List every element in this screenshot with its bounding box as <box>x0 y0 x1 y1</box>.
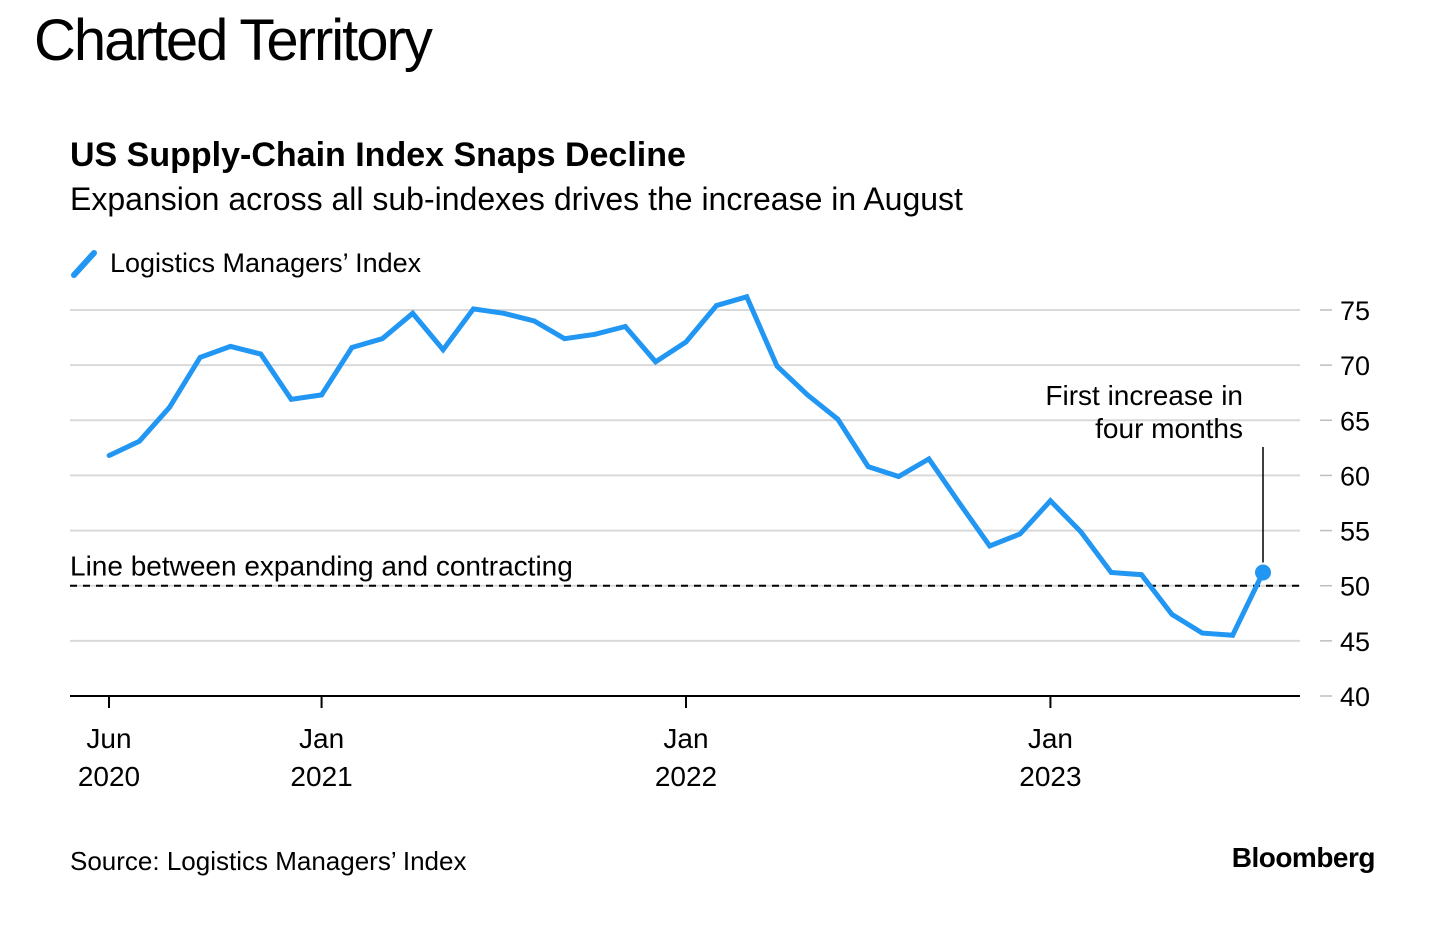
y-tick-label: 65 <box>1340 406 1370 436</box>
annotation-text: four months <box>1095 413 1243 444</box>
data-point <box>471 306 476 312</box>
data-point <box>1108 570 1114 575</box>
x-tick-label-year: 2020 <box>78 761 140 792</box>
data-point <box>1199 630 1205 636</box>
data-point <box>197 355 203 360</box>
latest-data-point <box>1255 564 1271 581</box>
chart-title: US Supply-Chain Index Snaps Decline <box>70 136 686 174</box>
data-point <box>683 339 689 345</box>
x-tick-label-year: 2021 <box>290 761 352 792</box>
annotation-text: First increase in <box>1045 380 1243 411</box>
bloomberg-logo: Bloomberg <box>1231 842 1376 873</box>
data-point <box>349 345 355 350</box>
data-point <box>137 438 142 444</box>
y-tick-label: 75 <box>1340 296 1370 326</box>
data-point <box>896 474 901 479</box>
y-tick-label: 40 <box>1340 682 1370 712</box>
data-point <box>744 294 750 300</box>
x-tick-label-month: Jun <box>86 723 131 754</box>
y-tick-label: 70 <box>1340 351 1370 381</box>
data-point <box>1078 529 1084 535</box>
series-line-0 <box>107 293 1266 638</box>
data-point <box>1169 612 1175 617</box>
data-point <box>805 392 810 398</box>
data-point <box>562 336 567 342</box>
data-point <box>592 331 598 337</box>
data-point <box>167 404 173 410</box>
data-point <box>714 303 719 308</box>
data-point <box>865 464 871 469</box>
data-point <box>501 310 507 316</box>
page-header-title: Charted Territory <box>34 8 433 73</box>
y-tick-label: 50 <box>1340 572 1370 602</box>
legend-swatch-icon <box>71 249 97 278</box>
legend-label: Logistics Managers’ Index <box>110 248 422 278</box>
data-point <box>956 500 962 506</box>
data-point <box>926 456 932 462</box>
data-point <box>1139 572 1144 578</box>
data-point <box>288 396 294 402</box>
x-tick-label-month: Jan <box>1028 723 1073 754</box>
y-tick-label: 45 <box>1340 627 1370 657</box>
data-point <box>835 416 841 422</box>
data-point <box>1017 531 1023 537</box>
x-tick-label-year: 2022 <box>655 761 717 792</box>
data-point <box>379 336 385 342</box>
chart-subtitle: Expansion across all sub-indexes drives … <box>70 181 963 217</box>
y-tick-label: 55 <box>1340 517 1370 547</box>
source-note: Source: Logistics Managers’ Index <box>70 846 467 876</box>
data-point <box>987 543 993 549</box>
data-point <box>319 392 324 398</box>
data-point <box>440 347 446 353</box>
data-point <box>774 363 780 369</box>
x-tick-label-month: Jan <box>299 723 344 754</box>
data-point <box>106 453 112 458</box>
data-point <box>531 318 537 324</box>
x-tick-label-month: Jan <box>663 723 708 754</box>
data-point <box>258 351 264 357</box>
reference-line-label: Line between expanding and contracting <box>70 551 573 582</box>
data-point <box>1048 498 1053 504</box>
y-tick-label: 60 <box>1340 461 1370 491</box>
data-point <box>228 344 233 349</box>
x-tick-label-year: 2023 <box>1019 761 1081 792</box>
data-point <box>653 359 658 365</box>
chart-legend: Logistics Managers’ Index <box>70 248 421 279</box>
data-point <box>1230 632 1235 638</box>
data-point <box>622 324 628 329</box>
data-point <box>410 310 416 316</box>
